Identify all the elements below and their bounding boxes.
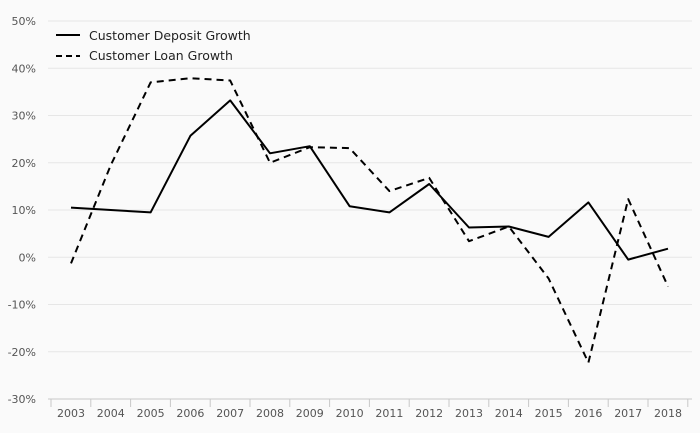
y-tick-label: 40%: [12, 62, 36, 75]
y-tick-label: 20%: [12, 157, 36, 170]
x-tick-label: 2006: [176, 407, 204, 420]
legend: Customer Deposit Growth Customer Loan Gr…: [56, 28, 251, 63]
y-tick-label: 10%: [12, 204, 36, 217]
y-tick-label: 0%: [19, 251, 36, 264]
x-tick-label: 2017: [614, 407, 642, 420]
x-tick-label: 2014: [495, 407, 523, 420]
series-line-customer-loan-growth: [70, 77, 669, 364]
series-line-customer-deposit-growth: [70, 99, 669, 261]
x-tick-label: 2016: [574, 407, 602, 420]
x-tick-label: 2018: [654, 407, 682, 420]
x-tick-label: 2015: [535, 407, 563, 420]
x-tick-label: 2009: [296, 407, 324, 420]
y-tick-label: 50%: [12, 15, 36, 28]
series-lines: [70, 77, 669, 364]
x-tick-label: 2008: [256, 407, 284, 420]
x-tick-label: 2012: [415, 407, 443, 420]
y-tick-label: -20%: [8, 346, 36, 359]
y-tick-label: 30%: [12, 110, 36, 123]
x-tick-label: 2013: [455, 407, 483, 420]
x-axis: 2003 2004 2005 2006 2007 2008 2009 2010 2011 2012…: [50, 399, 689, 420]
x-tick-label: 2010: [336, 407, 364, 420]
x-tick-label: 2011: [375, 407, 403, 420]
legend-label-customer-deposit-growth: Customer Deposit Growth: [89, 28, 251, 43]
x-tick-label: 2007: [216, 407, 244, 420]
legend-label-customer-loan-growth: Customer Loan Growth: [89, 48, 233, 63]
x-tick-label: 2004: [97, 407, 125, 420]
y-axis-tick-labels: 50% 40% 30% 20% 10% 0% -10% -20% -30%: [8, 15, 36, 406]
x-tick-label: 2005: [137, 407, 165, 420]
x-tick-label: 2003: [57, 407, 85, 420]
y-tick-label: -10%: [8, 299, 36, 312]
y-tick-label: -30%: [8, 393, 36, 406]
